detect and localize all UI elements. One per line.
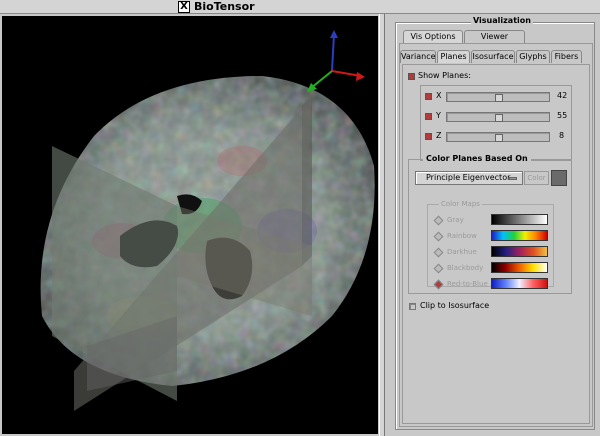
color-maps-title: Color Maps — [439, 200, 482, 208]
colormap-gray-label: Gray — [447, 216, 464, 224]
colormap-rainbow-bar — [491, 230, 548, 241]
tab-glyphs[interactable]: Glyphs — [516, 50, 550, 63]
color-button[interactable]: Color — [524, 171, 549, 185]
pane-divider[interactable] — [379, 14, 385, 436]
dropdown-indicator-icon — [509, 177, 517, 180]
clip-to-isosurface-checkbox[interactable] — [409, 303, 416, 310]
plane-y-slider[interactable] — [446, 112, 550, 122]
plane-y-checkbox[interactable] — [425, 113, 432, 120]
plane-y-slider-thumb[interactable] — [495, 114, 503, 122]
tab-vis-options[interactable]: Vis Options — [403, 30, 463, 43]
colormap-blackbody-bar — [491, 262, 548, 273]
plane-z-value: 8 — [559, 131, 565, 140]
plane-y-value: 55 — [557, 111, 568, 120]
plane-x-slider-thumb[interactable] — [495, 94, 503, 102]
color-planes-dropdown[interactable]: Principle Eigenvector — [415, 171, 523, 185]
tab-variance[interactable]: Variance — [400, 50, 436, 63]
plane-x-label: X — [436, 91, 442, 100]
planes-tab-body — [402, 64, 590, 424]
visualization-title: Visualization — [471, 16, 533, 25]
title-bar[interactable]: X BioTensor — [0, 0, 600, 14]
color-planes-title: Color Planes Based On — [423, 154, 531, 163]
colormap-red-to-blue-label: Red-to-Blue — [447, 280, 488, 288]
3d-viewer[interactable] — [2, 16, 378, 434]
orientation-axes-icon — [307, 30, 365, 92]
colormap-blackbody-label: Blackbody — [447, 264, 484, 272]
colormap-rainbow-label: Rainbow — [447, 232, 477, 240]
plane-z-label: Z — [436, 131, 442, 140]
colormap-gray-bar — [491, 214, 548, 225]
color-swatch[interactable] — [551, 170, 567, 186]
plane-z-checkbox[interactable] — [425, 133, 432, 140]
colormap-red-to-blue-bar — [491, 278, 548, 289]
show-planes-checkbox[interactable] — [408, 73, 415, 80]
clip-to-isosurface-label: Clip to Isosurface — [420, 301, 490, 310]
color-maps-group — [427, 204, 554, 287]
colormap-darkhue-label: Darkhue — [447, 248, 477, 256]
colormap-darkhue-bar — [491, 246, 548, 257]
plane-x-value: 42 — [557, 91, 568, 100]
window-title: BioTensor — [194, 0, 255, 13]
tab-fibers[interactable]: Fibers — [551, 50, 582, 63]
plane-y-label: Y — [436, 111, 441, 120]
x-logo-icon: X — [178, 1, 190, 13]
control-panel: Visualization Vis Options Viewer Options… — [387, 14, 600, 436]
tab-planes[interactable]: Planes — [437, 50, 470, 63]
color-planes-selected: Principle Eigenvector — [426, 173, 511, 182]
plane-z-slider[interactable] — [446, 132, 550, 142]
show-planes-label: Show Planes: — [418, 71, 471, 80]
tab-isosurface[interactable]: Isosurface — [471, 50, 515, 63]
plane-z-slider-thumb[interactable] — [495, 134, 503, 142]
brain-render — [40, 76, 375, 411]
tab-viewer-options[interactable]: Viewer Options — [464, 30, 525, 53]
plane-x-checkbox[interactable] — [425, 93, 432, 100]
plane-x-slider[interactable] — [446, 92, 550, 102]
